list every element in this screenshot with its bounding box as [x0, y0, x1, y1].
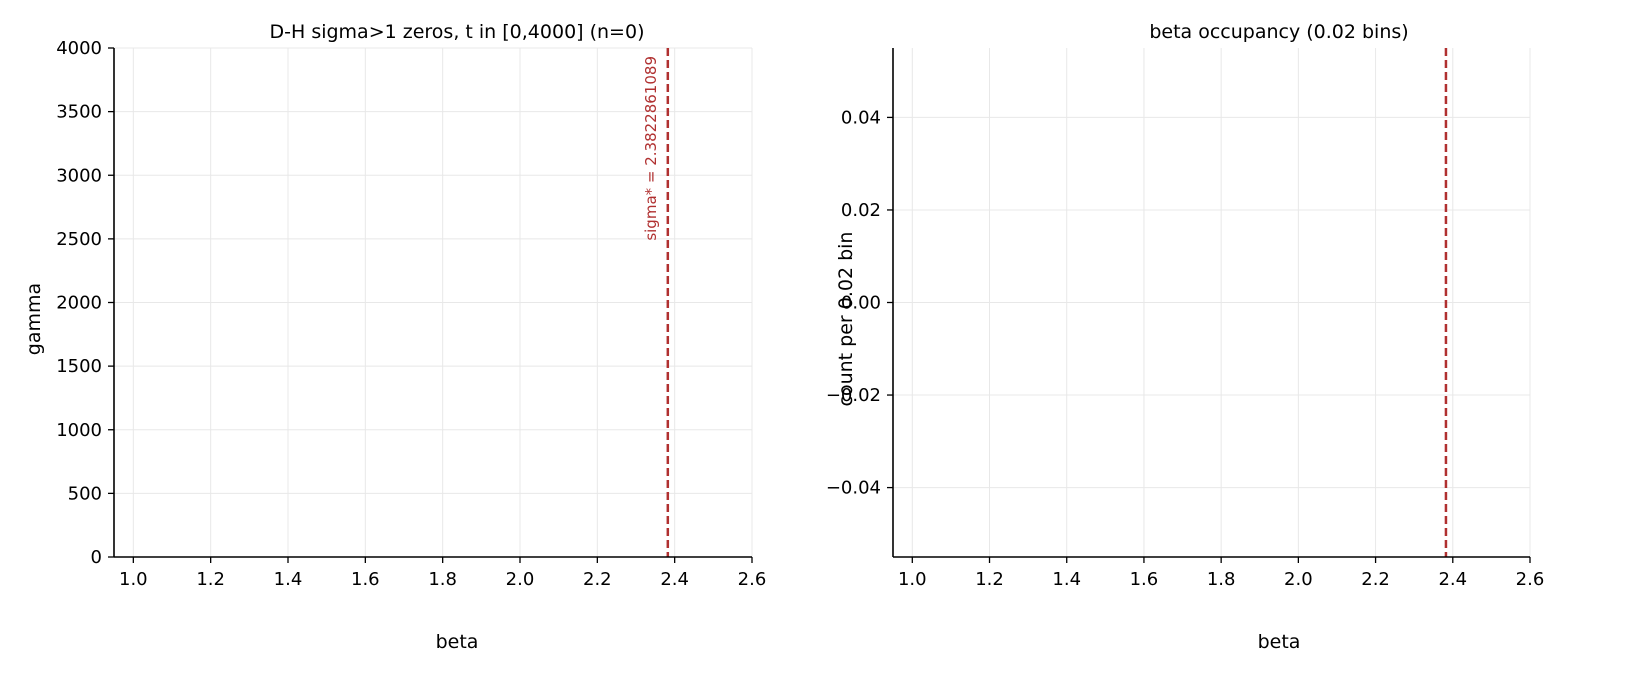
chart-1-xtick-label-7: 2.4: [1438, 569, 1467, 590]
chart-1-x-ticks: 1.0 1.2 1.4 1.6 1.8 2.0 2.2 2.4 2.6: [898, 557, 1544, 590]
chart-1-xtick-label-5: 2.0: [1284, 569, 1313, 590]
chart-0-ytick-label-3: 1500: [56, 356, 102, 377]
chart-1-ytick-label-2: 0.00: [841, 293, 881, 314]
chart-1-xlabel: beta: [1258, 631, 1301, 653]
chart-0-xtick-label-0: 1.0: [119, 569, 148, 590]
chart-1-xtick-label-8: 2.6: [1516, 569, 1545, 590]
chart-1-y-ticks: −0.04 −0.02 0.00 0.02 0.04: [826, 107, 893, 499]
chart-0-ytick-label-6: 3000: [56, 165, 102, 186]
chart-0-ytick-label-2: 1000: [56, 420, 102, 441]
chart-0-sigma-label: sigma* = 2.3822861089: [642, 56, 660, 241]
chart-0-ytick-label-8: 4000: [56, 38, 102, 59]
chart-1-grid: [893, 48, 1531, 557]
chart-0-xtick-label-8: 2.6: [738, 569, 767, 590]
chart-1-ytick-label-4: 0.04: [841, 107, 881, 128]
chart-0-xtick-label-6: 2.2: [583, 569, 612, 590]
chart-0-y-ticks: 0 500 1000 1500 2000 2500 3000 3500 4000: [56, 38, 114, 568]
chart-1-ytick-label-1: −0.02: [826, 385, 881, 406]
chart-1-title: beta occupancy (0.02 bins): [1149, 21, 1408, 43]
chart-0-ytick-label-1: 500: [68, 483, 102, 504]
chart-0-xtick-label-3: 1.6: [351, 569, 380, 590]
chart-0-xtick-label-5: 2.0: [506, 569, 535, 590]
chart-0-ylabel: gamma: [23, 283, 45, 355]
chart-0-xtick-label-2: 1.4: [274, 569, 303, 590]
chart-0-x-ticks: 1.0 1.2 1.4 1.6 1.8 2.0 2.2 2.4 2.6: [119, 557, 766, 590]
chart-1-xtick-label-0: 1.0: [898, 569, 927, 590]
chart-0-sigma-line: sigma* = 2.3822861089: [642, 48, 670, 557]
chart-1-ytick-label-3: 0.02: [841, 200, 881, 221]
chart-1-ytick-label-0: −0.04: [826, 478, 881, 499]
chart-gamma-vs-beta: D-H sigma>1 zeros, t in [0,4000] (n=0) b…: [23, 21, 766, 653]
chart-0-ytick-label-7: 3500: [56, 102, 102, 123]
chart-0-xtick-label-1: 1.2: [196, 569, 225, 590]
chart-1-xtick-label-4: 1.8: [1207, 569, 1236, 590]
chart-beta-occupancy: beta occupancy (0.02 bins) beta count pe…: [826, 21, 1544, 653]
chart-0-xtick-label-7: 2.4: [660, 569, 689, 590]
chart-0-ytick-label-0: 0: [91, 547, 102, 568]
chart-0-title: D-H sigma>1 zeros, t in [0,4000] (n=0): [270, 21, 645, 43]
chart-0-grid: [114, 47, 753, 558]
chart-1-xtick-label-1: 1.2: [975, 569, 1004, 590]
chart-0-xtick-label-4: 1.8: [428, 569, 457, 590]
chart-0-xlabel: beta: [436, 631, 479, 653]
chart-1-ylabel: count per 0.02 bin: [835, 232, 857, 407]
chart-1-xtick-label-3: 1.6: [1130, 569, 1159, 590]
chart-1-xtick-label-6: 2.2: [1361, 569, 1390, 590]
chart-0-ytick-label-4: 2000: [56, 293, 102, 314]
chart-1-xtick-label-2: 1.4: [1052, 569, 1081, 590]
chart-0-ytick-label-5: 2500: [56, 229, 102, 250]
